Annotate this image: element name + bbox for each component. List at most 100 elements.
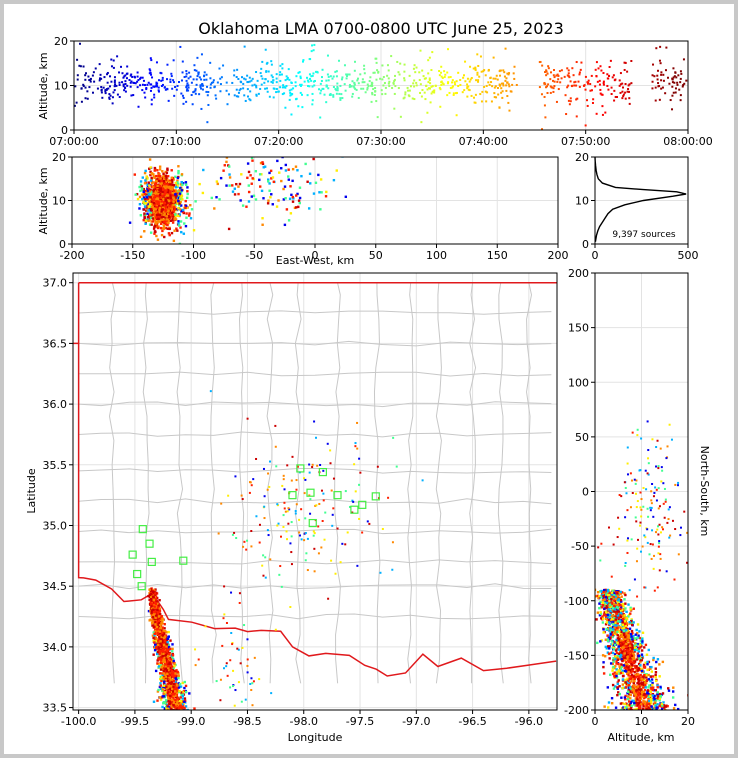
time-height-point xyxy=(626,70,629,73)
time-height-point xyxy=(327,87,330,90)
east-west-point xyxy=(160,194,164,197)
time-height-point xyxy=(118,71,121,74)
time-height-point xyxy=(113,76,116,79)
map-point xyxy=(165,648,169,652)
north-south-point xyxy=(603,607,606,610)
north-south-point xyxy=(609,611,612,614)
time-height-point xyxy=(463,89,466,92)
time-height-point xyxy=(555,100,558,103)
time-height-point xyxy=(210,81,213,84)
east-west-point xyxy=(144,198,147,201)
north-south-point xyxy=(619,628,623,631)
east-west-point xyxy=(149,179,153,182)
map-point xyxy=(156,612,160,615)
map-point xyxy=(163,623,166,626)
time-height-point xyxy=(163,86,166,89)
map-point xyxy=(176,700,179,703)
map-point xyxy=(166,664,170,668)
time-height-point xyxy=(544,71,547,74)
map-point xyxy=(274,628,277,631)
east-west-point xyxy=(172,202,175,205)
time-height-point xyxy=(361,78,364,81)
ew-xtick-label: 150 xyxy=(487,249,508,262)
time-height-point xyxy=(369,76,372,79)
time-height-point xyxy=(468,80,471,83)
time-height-point xyxy=(387,82,390,85)
map-point xyxy=(306,569,309,572)
time-height-point xyxy=(474,66,477,69)
time-height-point xyxy=(553,85,556,88)
time-height-point xyxy=(584,124,587,127)
time-height-point xyxy=(423,77,426,80)
map-point xyxy=(168,681,171,685)
time-height-point xyxy=(100,86,103,89)
time-height-point xyxy=(187,84,190,87)
time-height-point xyxy=(475,79,478,82)
map-point xyxy=(167,674,170,677)
time-height-point xyxy=(341,97,344,100)
time-height-point xyxy=(136,80,139,83)
time-height-point xyxy=(312,72,315,75)
time-height-point xyxy=(375,61,378,64)
time-height-point xyxy=(139,84,142,87)
map-point xyxy=(155,637,158,641)
map-point xyxy=(163,684,166,687)
east-west-point xyxy=(150,223,153,226)
east-west-point xyxy=(179,220,183,223)
county-line xyxy=(238,282,245,684)
map-point xyxy=(154,623,157,626)
time-height-point xyxy=(440,80,443,83)
time-height-point xyxy=(482,70,485,73)
east-west-point xyxy=(179,183,183,186)
time-height-point xyxy=(621,86,624,89)
map-point xyxy=(159,682,162,685)
time-height-point xyxy=(506,95,509,98)
north-south-point xyxy=(634,704,637,707)
map-point xyxy=(181,703,184,706)
map-point xyxy=(167,669,171,673)
time-height-point xyxy=(270,60,273,63)
east-west-point xyxy=(284,197,287,200)
east-west-point xyxy=(189,204,192,207)
time-height-point xyxy=(197,71,200,74)
map-point xyxy=(169,682,173,686)
lma-station-marker xyxy=(138,525,147,534)
map-point xyxy=(246,671,249,674)
time-height-point xyxy=(126,72,129,75)
north-south-point xyxy=(599,600,602,604)
map-point xyxy=(246,539,249,542)
time-height-point xyxy=(198,93,201,96)
east-west-point xyxy=(145,189,148,193)
map-point xyxy=(167,644,170,647)
east-west-point xyxy=(181,182,185,185)
east-west-point xyxy=(148,158,152,161)
map-point xyxy=(181,690,184,694)
time-height-point xyxy=(427,87,430,90)
east-west-point xyxy=(259,185,262,188)
east-west-point xyxy=(147,219,150,223)
time-height-point xyxy=(381,78,384,81)
time-height-point xyxy=(112,66,115,69)
time-height-point xyxy=(674,71,677,74)
ew-xtick-label: -150 xyxy=(120,249,145,262)
north-south-point xyxy=(625,618,629,621)
time-height-point xyxy=(658,98,661,101)
time-height-point xyxy=(476,73,479,76)
map-point xyxy=(280,585,283,588)
time-height-point xyxy=(599,88,602,91)
north-south-point xyxy=(625,626,628,630)
north-south-point xyxy=(618,657,621,661)
time-height-point xyxy=(618,84,621,87)
east-west-point xyxy=(158,168,162,171)
east-west-point xyxy=(173,208,177,211)
map-point xyxy=(170,674,173,677)
time-height-point xyxy=(446,94,449,97)
time-height-point xyxy=(176,84,179,87)
map-point xyxy=(156,608,159,612)
north-south-point xyxy=(610,643,613,646)
time-height-point xyxy=(374,87,377,90)
north-south-point xyxy=(604,645,607,649)
time-height-point xyxy=(455,114,458,117)
time-height-point xyxy=(623,68,626,71)
